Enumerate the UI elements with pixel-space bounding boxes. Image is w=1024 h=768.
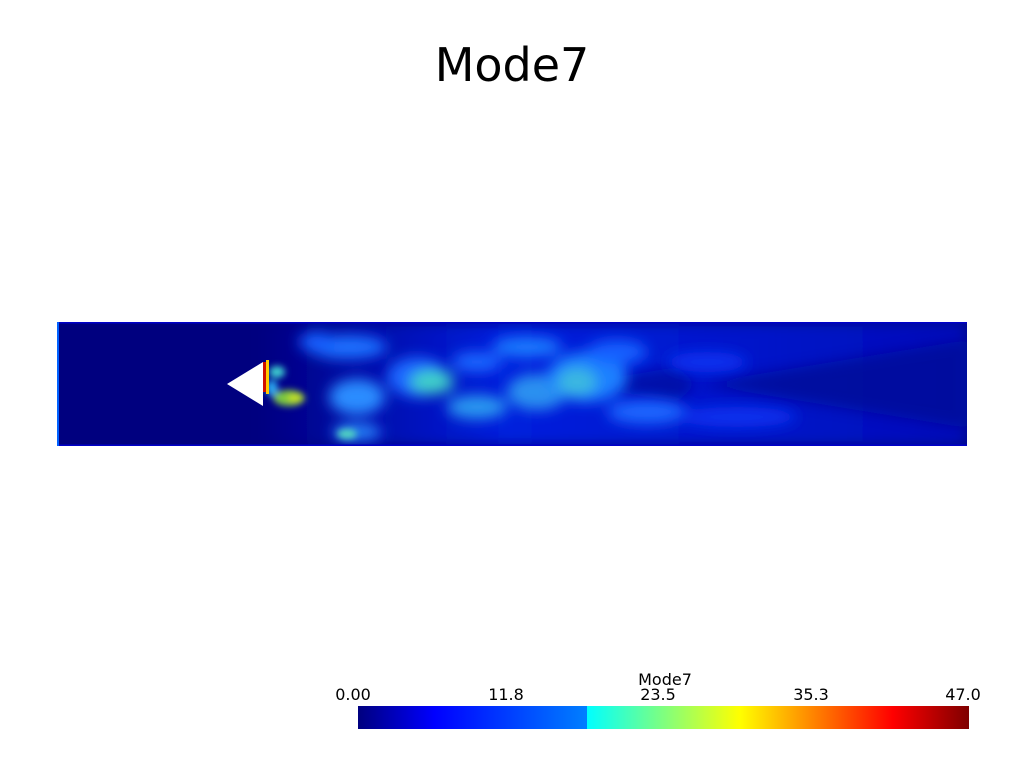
velocity-magnitude-field [57, 322, 967, 446]
colorbar-tick: 47.0 [945, 685, 981, 704]
colorbar [358, 706, 969, 729]
colorbar-tick: 11.8 [488, 685, 524, 704]
colorbar-title: Mode7 [638, 670, 692, 689]
colorbar-tick: 0.00 [335, 685, 371, 704]
flow-field-plot [57, 322, 967, 446]
colorbar-tick: 23.5 [640, 685, 676, 704]
obstacle-triangle [227, 362, 263, 406]
plot-title: Mode7 [434, 38, 590, 92]
colorbar-tick: 35.3 [793, 685, 829, 704]
